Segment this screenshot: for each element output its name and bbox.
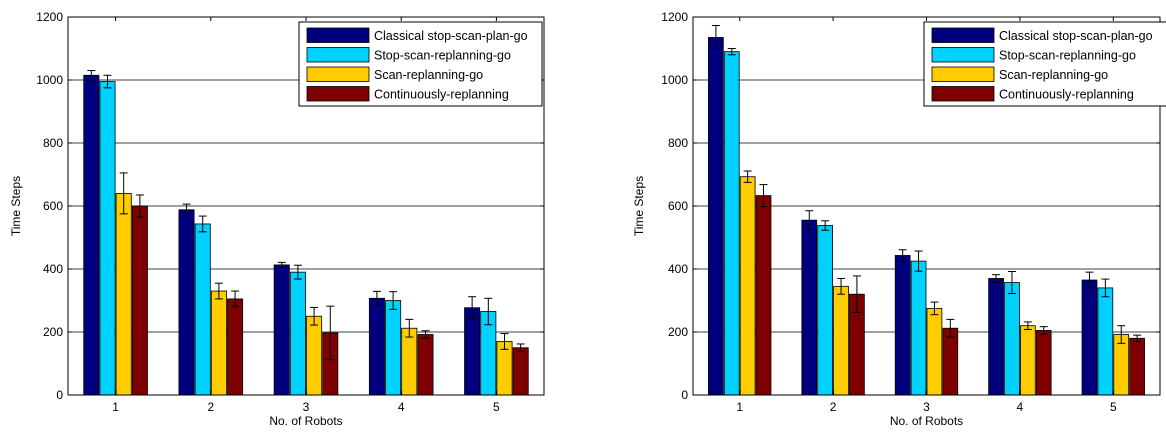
bar [131,205,148,396]
bar [926,307,943,396]
bar [417,334,434,396]
y-tick-label: 1200 [36,10,63,24]
x-axis-label: No. of Robots [890,414,963,428]
legend-swatch [931,86,995,102]
y-tick-label: 400 [43,262,63,276]
x-tick-label: 5 [493,400,500,414]
bar [1129,337,1145,396]
chart-time-steps-right: 0 200 400 600 800 1000 1200 1 2 3 4 5 No. of Robots T… [632,10,1166,428]
legend: Classical stop-scan-plan-go Stop-scan-rep… [923,21,1166,107]
bar [988,278,1004,396]
bar [401,327,418,396]
x-tick-label: 1 [112,400,119,414]
bar [755,195,772,396]
bar [723,51,740,396]
x-axis-label: No. of Robots [269,414,342,428]
legend-swatch [931,27,995,43]
y-axis-label: Time Steps [632,176,646,236]
y-tick-label: 0 [56,388,63,402]
bar [817,225,834,396]
x-tick-label: 4 [1017,400,1024,414]
bar [739,176,756,396]
y-tick-label: 800 [668,136,688,150]
legend-swatch [931,47,995,63]
bar [1035,330,1052,396]
legend-label: Scan-replanning-go [999,68,1108,82]
y-tick-label: 400 [668,262,688,276]
y-tick-label: 1200 [661,10,688,24]
y-tick-label: 200 [43,325,63,339]
legend-label: Classical stop-scan-plan-go [374,29,528,43]
legend-swatch [306,47,370,63]
bar [464,307,481,396]
y-tick-label: 0 [681,388,688,402]
bar [289,271,306,396]
bar [833,285,849,396]
y-tick-label: 600 [668,199,688,213]
bar [708,37,724,396]
chart-time-steps-left: 0 200 400 600 800 1000 1200 1 2 3 4 5 No. of Robots T… [9,10,545,428]
bar [273,264,290,396]
bar [306,315,323,396]
bar [115,192,132,396]
y-tick-label: 200 [668,325,688,339]
bar [1097,287,1114,396]
y-tick-label: 1000 [36,73,63,87]
legend-label: Classical stop-scan-plan-go [999,29,1153,43]
legend-swatch [306,86,370,102]
legend-label: Stop-scan-replanning-go [374,49,511,63]
x-tick-label: 1 [736,400,743,414]
bar [910,260,927,396]
x-tick-label: 4 [398,400,405,414]
bar [894,255,911,396]
bar [368,297,385,396]
legend: Classical stop-scan-plan-go Stop-scan-rep… [298,21,543,107]
bar [1019,325,1036,396]
y-tick-label: 600 [43,199,63,213]
legend-swatch [306,66,370,82]
bar [1004,282,1020,396]
y-axis-label: Time Steps [9,176,23,236]
bar [83,74,100,396]
bar [178,209,195,396]
y-tick-label: 800 [43,136,63,150]
legend-label: Continuously-replanning [999,88,1134,102]
x-tick-label: 2 [207,400,214,414]
bar [801,219,818,396]
axes-frame [692,16,1161,396]
x-tick-label: 2 [830,400,837,414]
bar [210,290,227,396]
y-tick-label: 1000 [661,73,688,87]
legend-label: Stop-scan-replanning-go [999,49,1136,63]
legend-label: Scan-replanning-go [374,68,483,82]
legend-swatch [306,27,370,43]
bar [194,223,211,396]
x-tick-label: 3 [923,400,930,414]
bar [942,327,959,396]
bar [99,81,116,396]
bar [385,300,402,396]
bar [227,298,244,396]
legend-swatch [931,66,995,82]
bar [1081,279,1098,396]
bar [512,347,529,396]
x-tick-label: 3 [303,400,310,414]
legend-label: Continuously-replanning [374,88,509,102]
axes-frame [67,16,545,396]
x-tick-label: 5 [1110,400,1117,414]
